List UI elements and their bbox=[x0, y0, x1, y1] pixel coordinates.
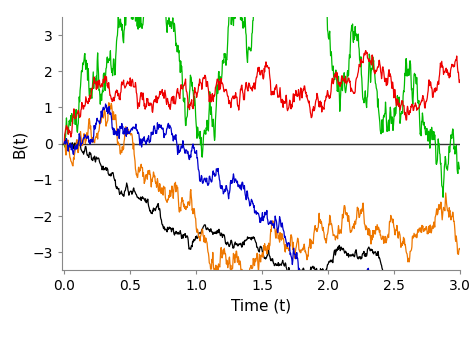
X-axis label: Time (t): Time (t) bbox=[231, 299, 291, 314]
Y-axis label: B(t): B(t) bbox=[11, 129, 27, 158]
